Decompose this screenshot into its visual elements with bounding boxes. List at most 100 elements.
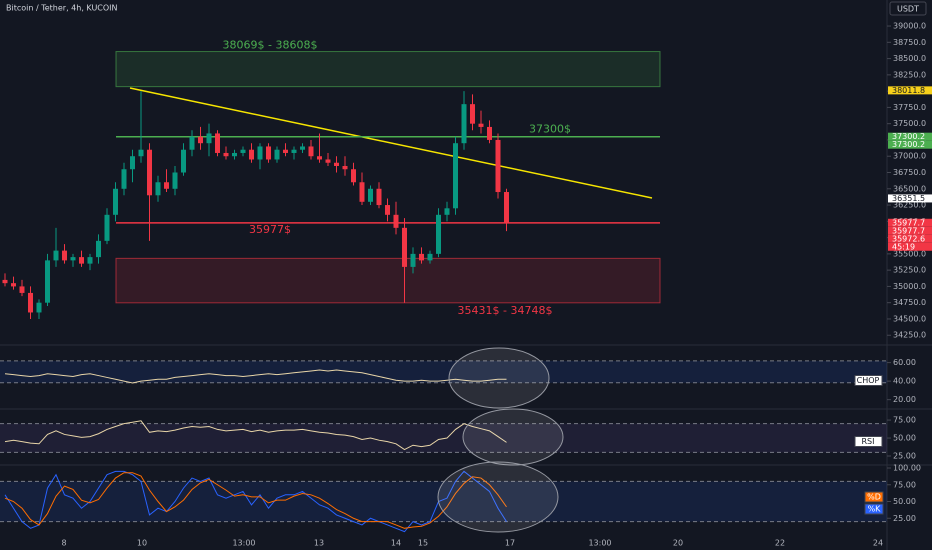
- candle-body: [334, 162, 339, 166]
- indicator-line: [4, 420, 507, 451]
- candle-body: [36, 302, 42, 313]
- candle-body: [2, 279, 8, 284]
- indicator-line: [4, 472, 507, 529]
- candle-body: [376, 188, 382, 206]
- candle-body: [53, 250, 59, 261]
- y-tick-label: 34250.0: [893, 331, 926, 340]
- countdown: 45:19: [892, 242, 915, 251]
- y-tick-label: 34500.0: [893, 314, 926, 323]
- candle-body: [351, 169, 356, 183]
- candle-body: [172, 172, 178, 189]
- candle-body: [11, 283, 16, 287]
- candle-body: [393, 214, 399, 228]
- y-tick-label: 34750.0: [893, 298, 926, 307]
- y-tick-label: 75.00: [893, 416, 916, 425]
- price-badge: [888, 226, 932, 235]
- x-tick-label: 24: [873, 539, 883, 548]
- x-tick-label: 13:00: [588, 539, 611, 548]
- y-tick-label: 37000.0: [893, 152, 926, 161]
- candle-body: [444, 208, 450, 215]
- candle-body: [96, 240, 101, 258]
- candle-body: [266, 146, 271, 160]
- zone-label: 35431$ - 34748$: [458, 304, 553, 317]
- y-tick-label: 35250.0: [893, 266, 926, 275]
- candle-body: [164, 182, 169, 189]
- candle-body: [206, 133, 212, 144]
- candle-body: [62, 250, 67, 261]
- candle-body: [70, 257, 76, 261]
- indicator-name: CHOP: [857, 376, 880, 385]
- indicator-badge: [864, 491, 884, 503]
- x-tick-label: 10: [137, 539, 147, 548]
- candle-body: [240, 149, 246, 153]
- candle-body: [436, 214, 441, 254]
- x-tick-label: 14: [391, 539, 401, 548]
- price-badge-label: 37300.2: [892, 132, 925, 141]
- candle-body: [138, 149, 144, 157]
- candle-body: [317, 156, 322, 160]
- currency-box: [889, 1, 927, 16]
- y-tick-label: 35000.0: [893, 282, 926, 291]
- candle-body: [155, 182, 161, 196]
- price-badge-label: 38011.8: [892, 86, 925, 95]
- y-tick-label: 37500.0: [893, 119, 926, 128]
- price-badge: [888, 218, 932, 227]
- band-fill: [0, 423, 887, 453]
- currency: USDT: [897, 5, 919, 14]
- highlight-circle: [462, 408, 564, 466]
- symbol-title: Bitcoin / Tether, 4h, KUCOIN: [6, 4, 118, 13]
- highlight-circle: [448, 347, 550, 409]
- candle-body: [113, 188, 118, 215]
- y-tick-label: 36250.0: [893, 201, 926, 210]
- candle-body: [223, 152, 229, 157]
- candle-body: [104, 214, 110, 241]
- y-tick-label: 35500.0: [893, 249, 926, 258]
- candle-body: [181, 149, 186, 173]
- price-badge-label: 35977.7: [892, 218, 925, 227]
- x-tick-label: 17: [505, 539, 515, 548]
- candle-body: [359, 182, 365, 202]
- trendline: [129, 87, 653, 199]
- candle-body: [121, 169, 127, 189]
- candle-body: [87, 257, 93, 264]
- price-badge-label: 35972.6: [892, 234, 925, 243]
- y-tick-label: 75.00: [893, 480, 916, 489]
- x-tick-label: 8: [61, 539, 66, 548]
- candle-body: [283, 149, 288, 153]
- price-badge-label: 37300.2: [892, 140, 925, 149]
- y-tick-label: 20.00: [893, 395, 916, 404]
- indicator-badge: [864, 503, 884, 515]
- price-badge-label: 36351.5: [892, 194, 925, 203]
- candle-body: [487, 126, 492, 140]
- candle-body: [427, 253, 433, 261]
- candle-body: [28, 292, 33, 313]
- indicator-badge: [854, 375, 883, 386]
- candle-body: [300, 146, 305, 150]
- candle-body: [249, 149, 254, 160]
- candle-body: [291, 149, 297, 153]
- candle-body: [453, 143, 458, 209]
- candle-body: [308, 146, 314, 157]
- y-tick-label: 37750.0: [893, 103, 926, 112]
- zone-label: 38069$ - 38608$: [223, 39, 318, 52]
- highlight-circle: [437, 461, 559, 533]
- y-tick-label: 100.00: [893, 464, 921, 473]
- price-badge: [888, 140, 932, 149]
- y-tick-label: 36750.0: [893, 168, 926, 177]
- zone: [115, 257, 661, 304]
- level-label: 35977$: [249, 223, 291, 236]
- candle-body: [79, 257, 84, 264]
- level-label: 37300$: [529, 123, 571, 136]
- y-tick-label: 50.00: [893, 497, 916, 506]
- candle-body: [495, 139, 501, 193]
- x-tick-label: 22: [775, 539, 785, 548]
- candle-body: [198, 136, 203, 144]
- candle-body: [147, 149, 152, 196]
- indicator-badge: [854, 436, 883, 447]
- indicator-name: %D: [867, 493, 881, 502]
- candle-body: [342, 165, 348, 170]
- y-tick-label: 36500.0: [893, 184, 926, 193]
- indicator-name: %K: [868, 505, 882, 514]
